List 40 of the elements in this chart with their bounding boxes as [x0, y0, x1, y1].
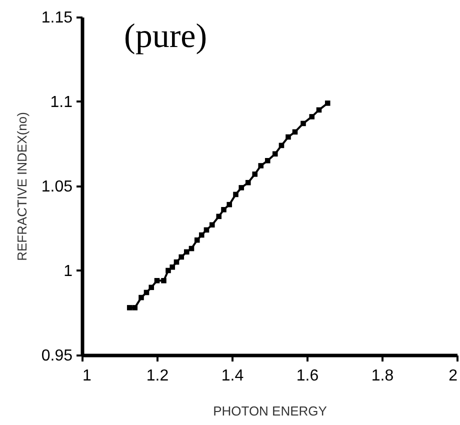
x-tick-label: 1.6: [296, 368, 319, 384]
point: [258, 163, 264, 168]
point: [233, 192, 238, 198]
point: [264, 158, 270, 164]
point: [154, 278, 160, 284]
point: [252, 172, 258, 177]
point: [286, 134, 291, 140]
point: [324, 100, 330, 106]
point: [209, 222, 215, 228]
point: [178, 254, 184, 260]
y-tick-label: 0.95: [41, 348, 73, 364]
point: [170, 264, 176, 270]
x-tick-label: 1: [82, 368, 92, 384]
point: [221, 207, 226, 212]
x-tick-label: 1.4: [221, 368, 244, 384]
point: [132, 305, 138, 310]
point: [126, 305, 132, 310]
x-axis-title: PHOTON ENERGY: [213, 404, 328, 418]
y-axis-title: REFRACTIVE INDEX(no): [14, 112, 30, 261]
annotation: (pure): [124, 18, 208, 55]
point: [216, 214, 222, 220]
x-tick-label: 1.8: [371, 368, 394, 384]
x-tick-label: 1.2: [146, 368, 169, 384]
point: [300, 120, 306, 126]
x-tick-label: 2: [448, 368, 458, 384]
y-tick-label: 1: [64, 263, 73, 280]
point: [161, 278, 166, 284]
y-tick-label: 1.05: [41, 178, 73, 196]
point: [184, 249, 190, 255]
y-tick-label: 1.15: [41, 10, 73, 26]
y-tick-label: 1.1: [50, 94, 73, 111]
point: [245, 180, 251, 186]
point: [198, 232, 204, 238]
point: [148, 284, 154, 290]
point: [138, 294, 144, 300]
point: [309, 114, 315, 120]
point: [226, 202, 232, 208]
point: [272, 151, 278, 157]
point: [238, 185, 244, 190]
point: [194, 237, 200, 243]
